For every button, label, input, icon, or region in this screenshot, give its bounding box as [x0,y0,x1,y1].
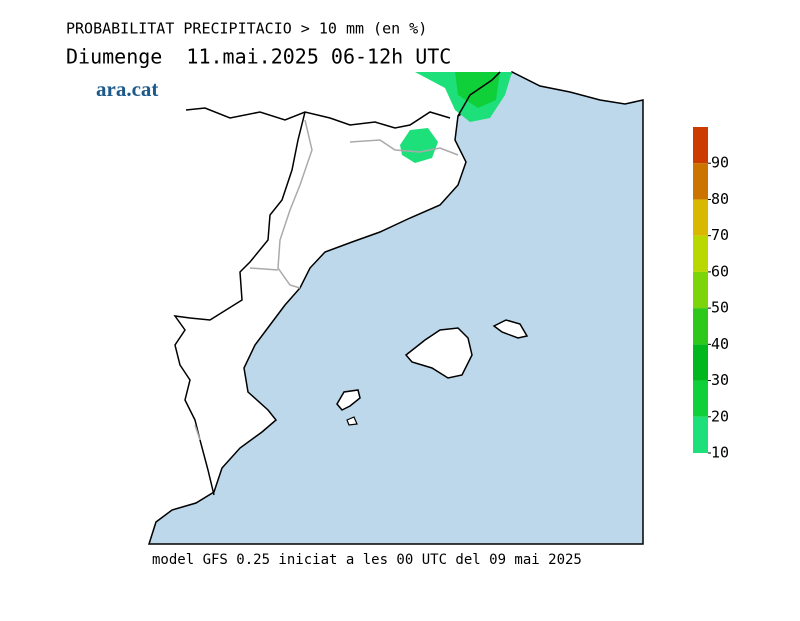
title: PROBABILITAT PRECIPITACIO > 10 mm (en %) [66,20,427,38]
sea [147,71,644,545]
colorbar-tick-label: 70 [711,226,729,244]
precip-area [400,128,438,163]
colorbar-tick-label: 90 [711,154,729,172]
colorbar-segment [693,380,708,417]
border [185,71,501,129]
island-menorca [492,319,529,339]
map [147,71,644,545]
colorbar-segment [693,271,708,309]
logo: ara.cat [96,77,158,101]
border [173,111,306,496]
island-eivissa [336,389,361,411]
colorbar-tick-label: 20 [711,407,729,425]
colorbar-tick-label: 10 [711,444,729,462]
island-mallorca [404,327,473,379]
colorbar-tick-label: 50 [711,299,729,317]
colorbar-segment [693,127,708,164]
colorbar-segment [693,163,708,200]
colorbar-segment [693,416,708,453]
colorbar-segment [693,308,708,345]
colorbar-tick-label: 60 [711,262,729,280]
colorbar-segment [693,199,708,236]
island-formentera [346,416,358,426]
subtitle: Diumenge 11.mai.2025 06-12h UTC [66,45,451,69]
colorbar-tick-label: 40 [711,335,729,353]
colorbar-tick-label: 80 [711,190,729,208]
colorbar-tick-label: 30 [711,371,729,389]
colorbar-segment [693,235,708,272]
colorbar: 10 20 30 40 50 60 70 80 90 [693,127,729,462]
colorbar-segment [693,344,708,381]
footer: model GFS 0.25 iniciat a les 00 UTC del … [152,552,582,568]
admin-line [194,119,459,441]
